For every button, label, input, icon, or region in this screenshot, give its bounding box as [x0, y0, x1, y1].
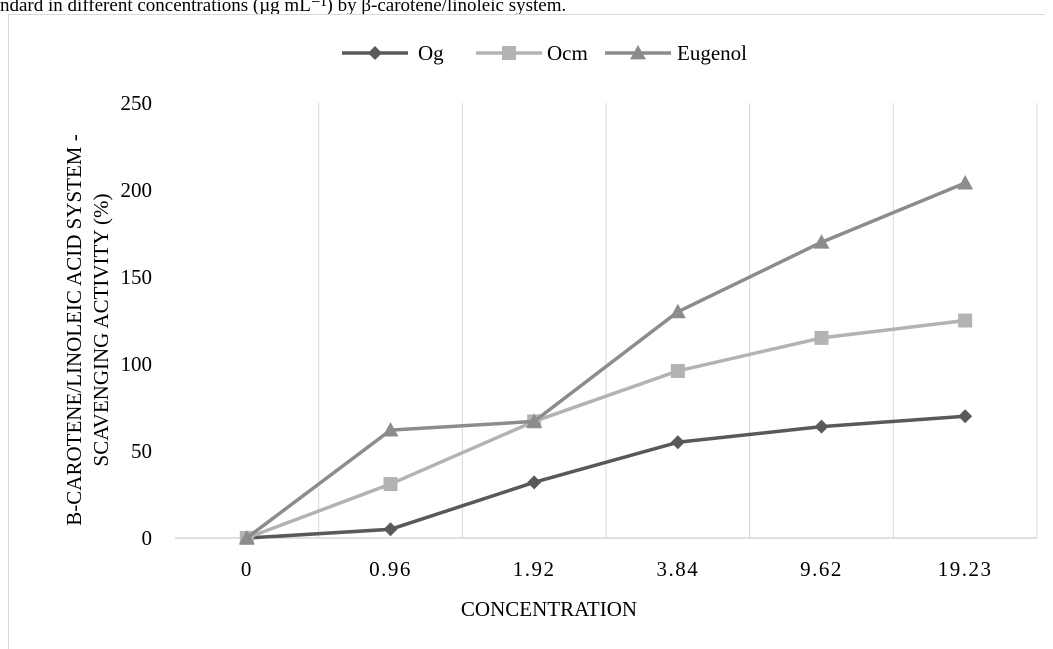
y-tick-label: 50 — [131, 439, 152, 463]
legend-label: Ocm — [547, 41, 588, 65]
legend: Og Ocm Eugenol — [342, 41, 747, 65]
x-tick-label: 0 — [241, 557, 253, 581]
data-point-marker — [814, 419, 829, 434]
y-tick-label: 150 — [121, 265, 153, 289]
series-layer — [238, 175, 974, 545]
data-point-marker — [957, 175, 974, 190]
x-tick-labels: 0 0.96 1.92 3.84 9.62 19.23 — [241, 557, 993, 581]
series-line — [245, 181, 966, 540]
series-eugenol — [238, 175, 974, 545]
data-point-marker — [958, 409, 973, 424]
legend-item-eugenol: Eugenol — [605, 41, 747, 65]
legend-item-ocm: Ocm — [476, 41, 588, 65]
y-axis-title-line-2: SCAVENGING ACTIVITY (%) — [89, 194, 113, 467]
data-point-marker — [813, 234, 830, 249]
data-point-marker — [814, 330, 829, 345]
grid-lines — [318, 103, 1038, 538]
x-tick-label: 1.92 — [513, 557, 556, 581]
y-tick-label: 250 — [121, 91, 153, 115]
legend-label: Eugenol — [677, 41, 747, 65]
data-point-marker — [383, 477, 398, 492]
legend-item-og: Og — [342, 41, 444, 65]
y-axis-title: B-CAROTENE/LINOLEIC ACID SYSTEM - SCAVEN… — [62, 134, 113, 525]
data-point-marker — [238, 530, 255, 545]
chart-frame — [8, 14, 1045, 649]
x-tick-label: 19.23 — [938, 557, 993, 581]
data-point-marker — [527, 475, 542, 490]
x-axis-title: CONCENTRATION — [461, 597, 637, 621]
series-line — [246, 414, 966, 540]
data-point-marker — [630, 45, 646, 60]
data-point-marker — [502, 46, 516, 60]
data-point-marker — [669, 303, 686, 319]
legend-label: Og — [418, 41, 444, 65]
data-point-marker — [383, 522, 398, 537]
data-point-marker — [526, 413, 543, 428]
y-tick-labels: 0 50 100 150 200 250 — [121, 91, 153, 550]
y-tick-label: 0 — [142, 526, 153, 550]
y-tick-label: 200 — [121, 178, 153, 202]
y-tick-label: 100 — [121, 352, 153, 376]
series-line — [246, 318, 966, 540]
x-tick-label: 9.62 — [800, 557, 843, 581]
x-tick-label: 0.96 — [369, 557, 412, 581]
data-point-marker — [382, 422, 399, 437]
data-point-marker — [670, 363, 685, 378]
x-tick-label: 3.84 — [656, 557, 699, 581]
data-point-marker — [670, 435, 685, 450]
data-point-marker — [958, 313, 973, 328]
figure-caption: ndard in different concentrations (µg mL… — [0, 0, 567, 16]
y-axis-title-line-1: B-CAROTENE/LINOLEIC ACID SYSTEM - — [62, 134, 86, 525]
data-point-marker — [368, 46, 382, 60]
